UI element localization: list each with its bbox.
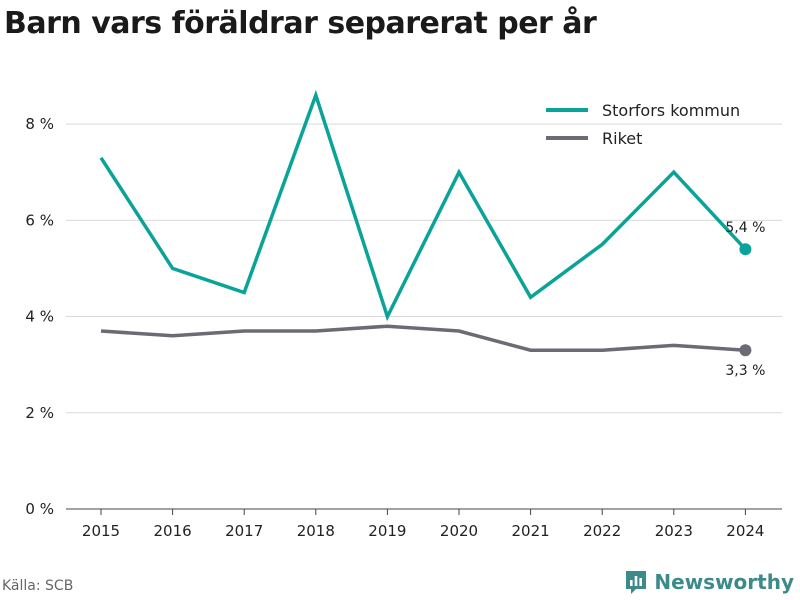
x-tick-label: 2018 <box>297 522 335 540</box>
x-tick-label: 2017 <box>225 522 263 540</box>
end-label-storfors-kommun: 5,4 % <box>725 220 765 236</box>
y-tick-label: 0 % <box>25 500 54 518</box>
legend-label-storfors-kommun: Storfors kommun <box>602 101 740 120</box>
x-axis: 2015 2016 2017 2018 2019 2020 2021 2022 2023 2024 <box>66 508 782 540</box>
series-line-storfors-kommun <box>99 89 747 322</box>
newsworthy-logo-icon <box>626 571 647 594</box>
end-point-storfors-kommun <box>739 243 752 256</box>
series-line-riket <box>100 324 746 352</box>
x-tick-label: 2024 <box>726 522 764 540</box>
x-tick-label: 2023 <box>655 522 693 540</box>
y-axis: 0 % 2 % 4 % 6 % 8 % <box>25 115 54 518</box>
y-tick-label: 6 % <box>25 211 54 229</box>
y-tick-label: 8 % <box>25 115 54 133</box>
data-labels: 5,4 % 3,3 % <box>725 220 765 379</box>
end-point-riket <box>739 344 752 357</box>
x-tick-label: 2020 <box>440 522 478 540</box>
x-tick-label: 2019 <box>368 522 406 540</box>
y-tick-label: 2 % <box>25 404 54 422</box>
x-tick-label: 2015 <box>82 522 120 540</box>
x-tick-label: 2016 <box>154 522 192 540</box>
legend: Storfors kommun Riket <box>546 101 740 148</box>
y-tick-label: 4 % <box>25 308 54 326</box>
source-note: Källa: SCB <box>2 578 74 594</box>
chart-title: Barn vars föräldrar separerat per år <box>4 6 597 41</box>
brand-name: Newsworthy <box>654 570 794 594</box>
legend-label-riket: Riket <box>602 129 642 148</box>
x-tick-label: 2022 <box>583 522 621 540</box>
series-lines <box>99 89 752 357</box>
brand: Newsworthy <box>624 569 794 595</box>
x-tick-label: 2021 <box>512 522 550 540</box>
grid-lines <box>66 123 782 414</box>
end-label-riket: 3,3 % <box>725 363 765 379</box>
